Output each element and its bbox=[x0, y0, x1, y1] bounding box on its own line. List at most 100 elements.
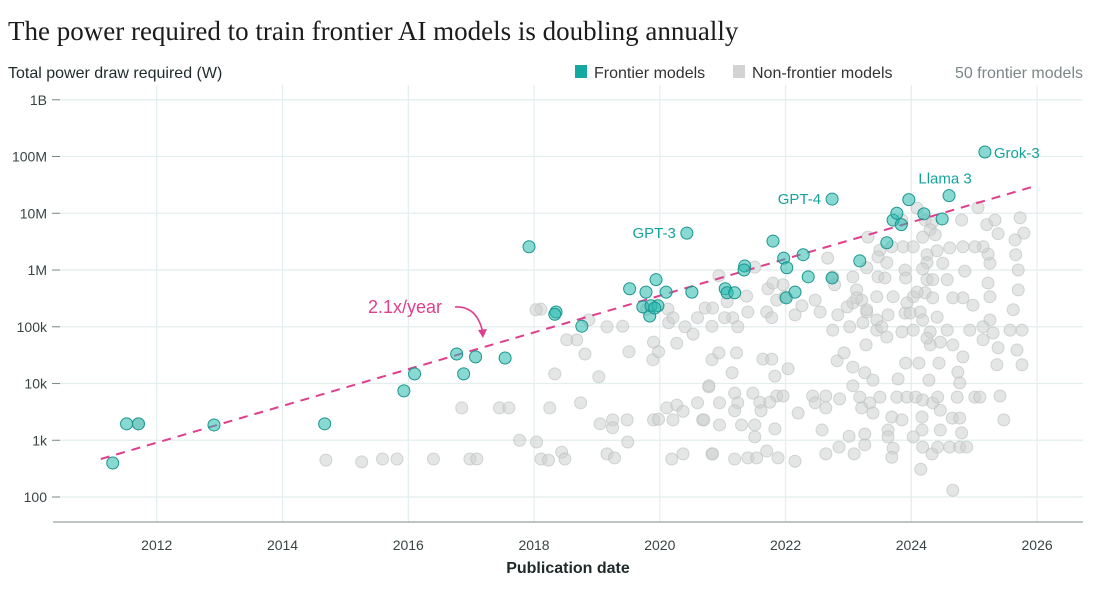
non-frontier-point bbox=[976, 320, 990, 334]
non-frontier-point bbox=[926, 291, 940, 305]
non-frontier-point bbox=[666, 311, 680, 325]
frontier-point bbox=[408, 367, 422, 381]
non-frontier-point bbox=[916, 313, 930, 327]
non-frontier-point bbox=[920, 331, 934, 345]
frontier-point bbox=[649, 273, 663, 287]
non-frontier-point bbox=[735, 418, 749, 432]
non-frontier-point bbox=[906, 323, 920, 337]
legend-swatch-frontier bbox=[575, 65, 587, 78]
non-frontier-point bbox=[916, 230, 930, 244]
non-frontier-point bbox=[813, 305, 827, 319]
non-frontier-point bbox=[885, 450, 899, 464]
non-frontier-point bbox=[955, 213, 969, 227]
non-frontier-point bbox=[319, 453, 333, 467]
non-frontier-point bbox=[819, 389, 833, 403]
non-frontier-point bbox=[842, 429, 856, 443]
non-frontier-point bbox=[678, 320, 692, 334]
non-frontier-point bbox=[706, 301, 720, 315]
non-frontier-point bbox=[850, 291, 864, 305]
frontier-point bbox=[548, 307, 562, 321]
non-frontier-point bbox=[906, 430, 920, 444]
y-tick-label: 10k bbox=[24, 376, 48, 392]
frontier-point bbox=[659, 285, 673, 299]
non-frontier-point bbox=[933, 423, 947, 437]
non-frontier-point bbox=[600, 320, 614, 334]
y-tick-label: 1B bbox=[30, 92, 47, 108]
non-frontier-point bbox=[928, 228, 942, 242]
non-frontier-point bbox=[748, 418, 762, 432]
non-frontier-point bbox=[728, 452, 742, 466]
non-frontier-point bbox=[991, 227, 1005, 241]
non-frontier-point bbox=[858, 438, 872, 452]
non-frontier-point bbox=[912, 356, 926, 370]
frontier-point bbox=[450, 347, 464, 361]
frontier-point bbox=[788, 285, 802, 299]
x-tick-label: 2026 bbox=[1022, 537, 1053, 553]
non-frontier-point bbox=[686, 327, 700, 341]
y-tick-label: 100M bbox=[12, 149, 47, 165]
non-frontier-point bbox=[560, 333, 574, 347]
non-frontier-point bbox=[819, 401, 833, 415]
non-frontier-point bbox=[795, 299, 809, 313]
y-tick-label: 10M bbox=[20, 205, 47, 221]
non-frontier-point bbox=[608, 451, 622, 465]
non-frontier-point bbox=[702, 379, 716, 393]
x-tick-label: 2012 bbox=[141, 537, 172, 553]
frontier-point-labeled bbox=[978, 145, 992, 159]
non-frontier-point bbox=[856, 316, 870, 330]
legend-label-non-frontier[interactable]: Non-frontier models bbox=[752, 65, 893, 82]
non-frontier-point bbox=[826, 323, 840, 337]
non-frontier-point bbox=[713, 418, 727, 432]
non-frontier-point bbox=[771, 451, 785, 465]
non-frontier-point bbox=[1003, 323, 1017, 337]
non-frontier-point bbox=[712, 346, 726, 360]
non-frontier-point bbox=[873, 390, 887, 404]
non-frontier-point bbox=[840, 300, 854, 314]
frontier-point bbox=[737, 263, 751, 277]
x-axis: 2012 2014 2016 2018 2020 2022 2024 2026 bbox=[141, 537, 1053, 553]
non-frontier-point bbox=[606, 421, 620, 435]
non-frontier-point bbox=[543, 401, 557, 415]
non-frontier-point bbox=[936, 256, 950, 270]
frontier-point bbox=[207, 418, 221, 432]
non-frontier-point bbox=[1009, 248, 1023, 262]
non-frontier-point bbox=[910, 285, 924, 299]
frontier-point-labeled bbox=[825, 192, 839, 206]
non-frontier-point bbox=[832, 440, 846, 454]
x-axis-title: Publication date bbox=[506, 560, 630, 577]
frontier-point bbox=[639, 285, 653, 299]
non-frontier-point bbox=[956, 350, 970, 364]
non-frontier-point bbox=[846, 360, 860, 374]
non-frontier-point bbox=[530, 435, 544, 449]
non-frontier-point bbox=[931, 440, 945, 454]
non-frontier-point bbox=[946, 291, 960, 305]
model-labels: GPT-3 GPT-4 Llama 3 Grok-3 bbox=[632, 145, 1039, 242]
legend-label-frontier[interactable]: Frontier models bbox=[594, 65, 705, 82]
non-frontier-point bbox=[881, 430, 895, 444]
non-frontier-point bbox=[666, 413, 680, 427]
non-frontier-point bbox=[788, 308, 802, 322]
non-frontier-point bbox=[932, 356, 946, 370]
non-frontier-point bbox=[953, 411, 967, 425]
non-frontier-point bbox=[748, 430, 762, 444]
non-frontier-point bbox=[963, 323, 977, 337]
non-frontier-point bbox=[971, 201, 985, 215]
non-frontier-point bbox=[880, 330, 894, 344]
non-frontier-point bbox=[983, 290, 997, 304]
non-frontier-point bbox=[866, 406, 880, 420]
frontier-point bbox=[397, 384, 411, 398]
frontier-point bbox=[766, 234, 780, 248]
non-frontier-point bbox=[760, 444, 774, 458]
non-frontier-point bbox=[426, 452, 440, 466]
non-frontier-point bbox=[956, 240, 970, 254]
non-frontier-point bbox=[946, 483, 960, 497]
non-frontier-point bbox=[831, 308, 845, 322]
non-frontier-point bbox=[621, 435, 635, 449]
non-frontier-point bbox=[725, 366, 739, 380]
non-frontier-point bbox=[990, 358, 1004, 372]
non-frontier-point bbox=[670, 336, 684, 350]
frontier-point bbox=[685, 285, 699, 299]
x-tick-label: 2016 bbox=[393, 537, 424, 553]
non-frontier-point bbox=[899, 356, 913, 370]
